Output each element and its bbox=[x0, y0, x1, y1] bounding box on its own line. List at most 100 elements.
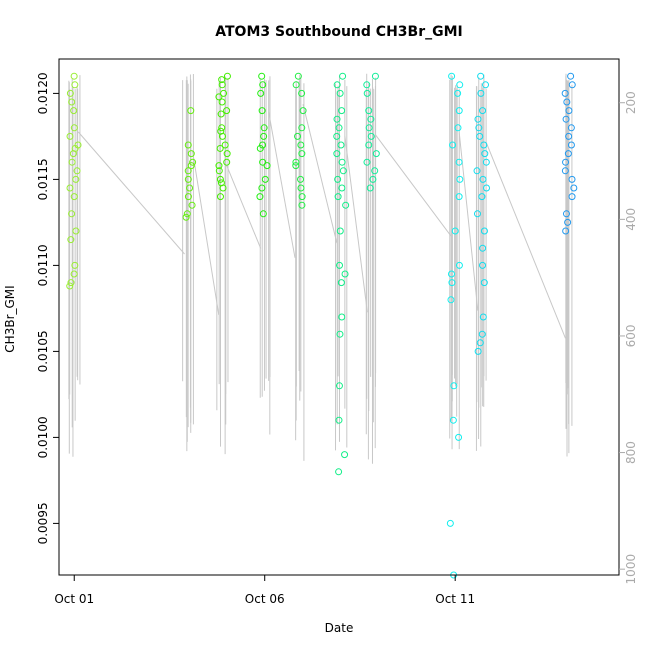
data-point bbox=[297, 175, 305, 183]
data-point bbox=[69, 150, 77, 158]
data-point bbox=[182, 213, 190, 221]
data-point bbox=[292, 158, 300, 166]
data-point bbox=[256, 193, 264, 201]
data-point bbox=[223, 150, 231, 158]
data-point bbox=[66, 132, 74, 140]
scatter-points bbox=[66, 72, 578, 579]
data-point bbox=[183, 210, 191, 218]
data-point bbox=[263, 162, 271, 170]
data-point bbox=[473, 210, 481, 218]
data-point bbox=[68, 158, 76, 166]
y-tick-label: 0.0110 bbox=[36, 244, 50, 286]
data-point bbox=[67, 236, 75, 244]
y-right-tick-label: 800 bbox=[624, 441, 638, 464]
data-point bbox=[258, 107, 266, 115]
data-point bbox=[479, 175, 487, 183]
data-point bbox=[216, 144, 224, 152]
data-point bbox=[341, 451, 349, 459]
y-tick-label: 0.0095 bbox=[36, 502, 50, 544]
data-point bbox=[72, 227, 80, 235]
data-point bbox=[454, 124, 462, 132]
data-point bbox=[184, 141, 192, 149]
data-point bbox=[451, 227, 459, 235]
data-point bbox=[341, 270, 349, 278]
data-point bbox=[221, 141, 229, 149]
data-point bbox=[456, 81, 464, 89]
data-point bbox=[257, 89, 265, 97]
data-point bbox=[336, 227, 344, 235]
data-point bbox=[568, 175, 576, 183]
data-point bbox=[342, 201, 350, 209]
data-point bbox=[338, 107, 346, 115]
data-point bbox=[363, 81, 371, 89]
data-point bbox=[476, 132, 484, 140]
data-point bbox=[562, 210, 570, 218]
pressure-transit-line bbox=[344, 136, 368, 313]
data-point bbox=[570, 184, 578, 192]
data-point bbox=[480, 279, 488, 287]
data-point bbox=[66, 184, 74, 192]
y-tick-label: 0.0100 bbox=[36, 416, 50, 458]
data-point bbox=[474, 347, 482, 355]
data-point bbox=[371, 167, 379, 175]
data-point bbox=[478, 330, 486, 338]
data-point bbox=[223, 158, 231, 166]
data-point bbox=[475, 124, 483, 132]
data-point bbox=[256, 144, 264, 152]
data-point bbox=[70, 270, 78, 278]
data-point bbox=[298, 193, 306, 201]
data-point bbox=[483, 184, 491, 192]
data-point bbox=[70, 124, 78, 132]
data-point bbox=[481, 150, 489, 158]
y-axis-label: CH3Br_GMI bbox=[3, 285, 17, 352]
data-point bbox=[450, 382, 458, 390]
data-point bbox=[298, 201, 306, 209]
data-point bbox=[562, 158, 570, 166]
data-point bbox=[449, 416, 457, 424]
data-point bbox=[259, 141, 267, 149]
data-point bbox=[333, 150, 341, 158]
data-point bbox=[220, 89, 228, 97]
data-point bbox=[260, 132, 268, 140]
data-point bbox=[455, 193, 463, 201]
data-point bbox=[568, 81, 576, 89]
data-point bbox=[455, 158, 463, 166]
data-point bbox=[567, 72, 575, 80]
data-point bbox=[366, 184, 374, 192]
data-point bbox=[70, 72, 78, 80]
y-tick-label: 0.0105 bbox=[36, 330, 50, 372]
data-point bbox=[218, 81, 226, 89]
data-point bbox=[334, 175, 342, 183]
data-point bbox=[218, 124, 226, 132]
data-point bbox=[70, 193, 78, 201]
data-point bbox=[259, 158, 267, 166]
pressure-transit-line bbox=[458, 132, 479, 311]
pressure-transit-line bbox=[226, 165, 262, 249]
data-point bbox=[333, 81, 341, 89]
data-point bbox=[258, 184, 266, 192]
data-point bbox=[363, 158, 371, 166]
data-point bbox=[294, 72, 302, 80]
y-right-tick-label: 600 bbox=[624, 324, 638, 347]
data-point bbox=[215, 167, 223, 175]
x-axis-label: Date bbox=[325, 621, 354, 635]
data-point bbox=[298, 89, 306, 97]
x-tick-label: Oct 06 bbox=[245, 592, 285, 606]
data-point bbox=[259, 210, 267, 218]
data-point bbox=[567, 141, 575, 149]
data-point bbox=[218, 132, 226, 140]
data-point bbox=[215, 93, 223, 101]
data-point bbox=[482, 158, 490, 166]
data-point bbox=[67, 279, 75, 287]
data-point bbox=[455, 433, 463, 441]
data-point bbox=[297, 141, 305, 149]
data-point bbox=[219, 184, 227, 192]
data-point bbox=[335, 382, 343, 390]
data-point bbox=[477, 89, 485, 97]
data-point bbox=[184, 175, 192, 183]
pressure-overlay bbox=[68, 73, 573, 464]
data-point bbox=[456, 175, 464, 183]
data-point bbox=[258, 72, 266, 80]
data-point bbox=[188, 201, 196, 209]
